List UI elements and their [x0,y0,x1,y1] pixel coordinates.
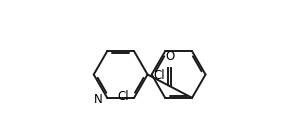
Text: Cl: Cl [154,69,165,82]
Text: N: N [94,93,103,106]
Text: O: O [165,50,175,63]
Text: Cl: Cl [117,90,129,103]
